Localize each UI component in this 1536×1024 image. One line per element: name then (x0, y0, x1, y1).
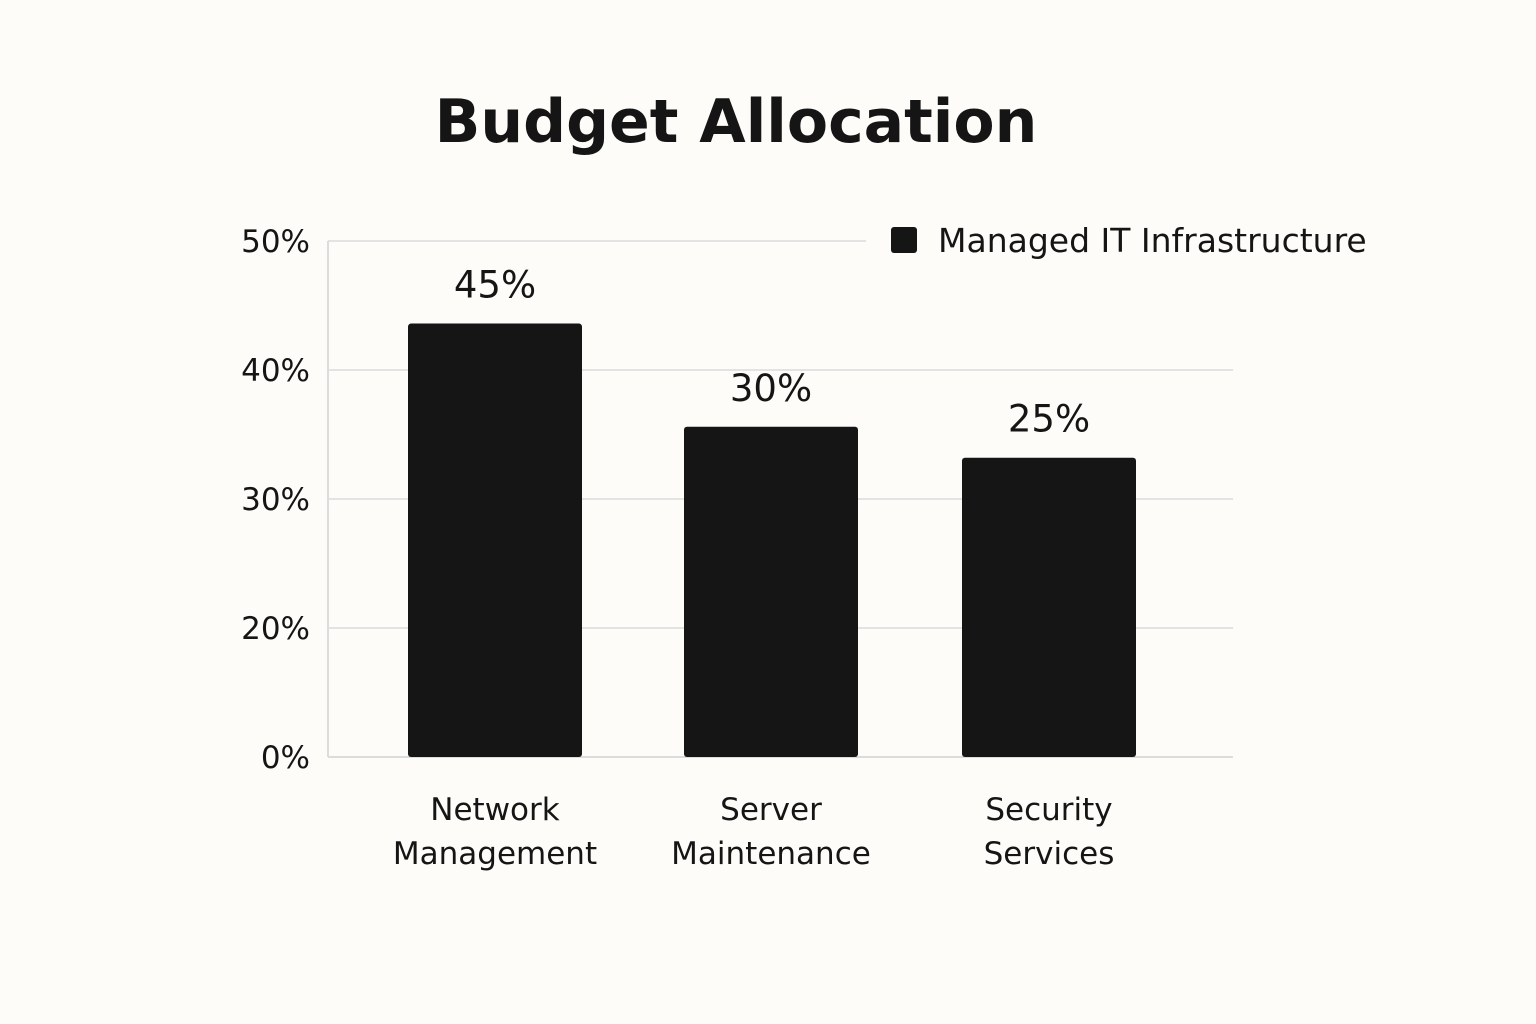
data-label: 25% (1008, 398, 1090, 441)
legend: Managed IT Infrastructure (891, 221, 1367, 260)
y-tick-label: 20% (241, 611, 310, 647)
y-tick-label: 30% (241, 482, 310, 518)
data-labels: 45% 30% 25% (454, 264, 1090, 441)
x-category-label: Services (984, 836, 1115, 872)
x-category-label: Maintenance (671, 836, 871, 872)
x-axis-category-labels: Network Management Server Maintenance Securi… (393, 792, 1114, 872)
bar (408, 323, 582, 757)
y-tick-label: 50% (241, 224, 310, 260)
chart-title: Budget Allocation (435, 87, 1038, 157)
x-category-label: Security (985, 792, 1112, 828)
data-label: 30% (730, 367, 812, 410)
y-tick-label: 0% (261, 740, 310, 776)
x-category-label: Network (430, 792, 559, 828)
y-tick-label: 40% (241, 353, 310, 389)
y-axis-tick-labels: 0% 20% 30% 40% 50% (241, 224, 310, 776)
bar (684, 426, 858, 757)
x-category-label: Management (393, 836, 597, 872)
bars (408, 323, 1136, 757)
bar (962, 457, 1136, 757)
x-category-label: Server (720, 792, 822, 828)
legend-swatch (891, 227, 917, 253)
data-label: 45% (454, 264, 536, 307)
legend-label: Managed IT Infrastructure (938, 221, 1367, 260)
